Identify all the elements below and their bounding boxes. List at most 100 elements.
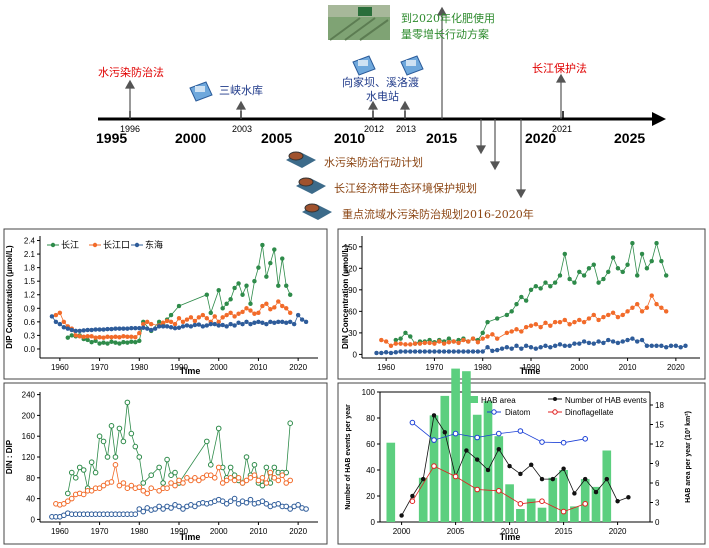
- data-point: [256, 319, 261, 325]
- data-point: [485, 467, 491, 473]
- legend-swatch-hab-area: [466, 396, 478, 403]
- hab-area-bar: [591, 486, 601, 522]
- data-point: [562, 317, 568, 323]
- year-label-2025: 2025: [614, 130, 646, 146]
- data-point: [409, 498, 416, 505]
- x-tick-label: 2000: [570, 363, 588, 372]
- data-point: [192, 475, 198, 481]
- data-point: [144, 326, 150, 331]
- data-point: [567, 322, 572, 327]
- y-tick-label: 0.0: [24, 345, 36, 354]
- data-point: [275, 501, 282, 507]
- data-point: [129, 325, 134, 331]
- data-point: [517, 501, 524, 507]
- data-point: [557, 319, 563, 325]
- x-axis-title: Time: [180, 366, 201, 376]
- data-point: [133, 339, 138, 345]
- data-point: [649, 258, 654, 264]
- y2-tick-label: 6: [655, 479, 660, 488]
- y2-tick-label: 12: [655, 440, 664, 449]
- data-point: [427, 340, 432, 346]
- data-point: [509, 329, 514, 334]
- panel-border-ratio: [3, 382, 328, 545]
- arrowhead-2013: [399, 100, 411, 110]
- data-point: [256, 265, 261, 270]
- data-point: [216, 323, 221, 328]
- y-tick-label: 0: [31, 515, 36, 524]
- y-tick-label: 80: [26, 474, 35, 483]
- y-tick-label: 100: [362, 388, 376, 397]
- hab-area-bar: [537, 507, 547, 522]
- data-point: [591, 312, 597, 318]
- data-point: [456, 349, 461, 354]
- data-point: [287, 310, 293, 316]
- arrowhead-down-1: [475, 145, 487, 155]
- data-point: [109, 326, 114, 332]
- data-point: [61, 501, 67, 507]
- y-tick-label: 0.9: [24, 304, 36, 313]
- data-point: [539, 439, 545, 445]
- arrowhead-2012: [367, 100, 379, 110]
- data-point: [160, 324, 166, 329]
- data-point: [649, 293, 654, 298]
- data-point: [172, 469, 178, 476]
- data-point: [137, 330, 142, 336]
- data-point: [581, 273, 587, 278]
- data-point: [176, 503, 182, 510]
- data-point: [451, 339, 456, 344]
- data-point: [105, 341, 110, 346]
- data-point: [374, 350, 379, 356]
- data-point: [125, 340, 130, 345]
- data-point: [494, 347, 500, 353]
- data-point: [379, 350, 384, 356]
- year-small-2013: 2013: [396, 124, 417, 134]
- data-point: [634, 301, 640, 307]
- data-point: [644, 305, 650, 311]
- timeline-arrowhead: [652, 112, 666, 126]
- legend-label: 长江口: [103, 239, 130, 250]
- data-point: [408, 349, 413, 354]
- data-point: [295, 312, 301, 318]
- data-point: [85, 327, 90, 333]
- legend-marker: [50, 242, 56, 248]
- legend-marker: [552, 409, 558, 415]
- data-point: [260, 303, 265, 309]
- data-point: [121, 334, 126, 339]
- data-point: [168, 325, 174, 330]
- legend-label: Dinoflagellate: [565, 408, 614, 417]
- data-point: [116, 482, 123, 489]
- data-point: [188, 477, 194, 484]
- data-point: [215, 425, 222, 432]
- data-point: [601, 276, 606, 282]
- data-point: [109, 339, 114, 344]
- data-point: [446, 339, 452, 345]
- data-point: [227, 475, 234, 481]
- data-point: [144, 490, 151, 497]
- data-point: [69, 333, 75, 338]
- data-point: [219, 480, 226, 486]
- data-point: [57, 310, 63, 316]
- x-tick-label: 1980: [474, 363, 492, 372]
- data-point: [73, 328, 78, 334]
- hab-area-bar: [580, 479, 590, 522]
- y-tick-label: 60: [348, 307, 357, 316]
- data-point: [156, 324, 162, 329]
- data-point: [283, 503, 290, 510]
- event-fertilizer-line2: 量零增长行动方案: [401, 28, 489, 41]
- data-point: [683, 343, 688, 349]
- data-point: [219, 498, 226, 505]
- y-tick-label: 20: [366, 492, 375, 501]
- data-point: [287, 506, 294, 512]
- event-xiangjiaba: 向家坝、溪洛渡: [342, 76, 419, 89]
- data-point: [97, 327, 102, 332]
- data-point: [272, 320, 277, 326]
- arrowhead-1996: [124, 79, 136, 89]
- data-point: [654, 301, 659, 307]
- hab-area-bar: [386, 442, 396, 522]
- year-small-2012: 2012: [364, 124, 385, 134]
- data-point: [417, 341, 423, 346]
- data-point: [129, 339, 134, 344]
- data-point: [176, 303, 182, 309]
- series-line-Number of HAB events: [401, 414, 629, 516]
- data-point: [164, 485, 170, 492]
